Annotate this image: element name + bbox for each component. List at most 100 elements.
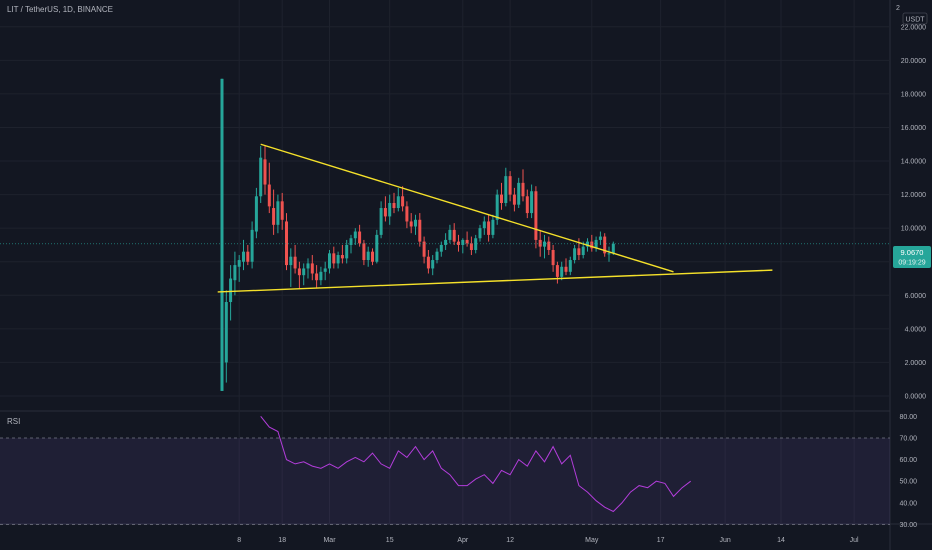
candle [564, 258, 568, 276]
candle [547, 236, 551, 256]
time-tick-label: May [585, 537, 599, 544]
candle [409, 213, 413, 234]
candle [598, 231, 602, 245]
candle-body [469, 243, 473, 250]
candle-body [521, 182, 525, 197]
candle [607, 246, 611, 262]
candle [495, 189, 499, 225]
candle [573, 244, 577, 264]
last-price-value: 9.0670 [901, 248, 924, 257]
trendline[interactable] [217, 269, 773, 293]
candle [435, 248, 439, 264]
rsi-line [260, 415, 692, 513]
candle [267, 162, 271, 214]
candle-body [349, 238, 353, 245]
grid-lines [0, 0, 890, 524]
candle-body [250, 229, 254, 262]
rsi-tick-label: 60.00 [899, 457, 917, 464]
time-tick-label: Jun [719, 537, 730, 544]
candle-body [220, 78, 224, 391]
candle [422, 236, 426, 264]
time-tick-label: Mar [323, 537, 336, 544]
candle-body [598, 236, 602, 240]
candle-body [495, 194, 499, 220]
price-tick-label: 20.0000 [901, 58, 926, 65]
candle [396, 187, 400, 212]
rsi-tick-label: 80.00 [899, 414, 917, 421]
candle-body [254, 196, 258, 232]
candle [332, 246, 336, 269]
rsi-tick-label: 30.00 [899, 522, 917, 529]
candle-body [435, 251, 439, 261]
candle [461, 238, 465, 254]
candle-body [379, 208, 383, 235]
candle-body [577, 248, 581, 256]
candle [328, 249, 331, 274]
trendline-group [0, 143, 890, 293]
currency-label: USDT [905, 17, 925, 24]
time-tick-label: 17 [657, 537, 665, 544]
candle [590, 234, 594, 252]
candle-body [491, 219, 495, 235]
candle-body [534, 191, 538, 240]
candle [478, 224, 482, 242]
candle-body [297, 268, 301, 276]
candle-body [246, 251, 250, 262]
candle-body [461, 239, 465, 245]
time-axis[interactable]: 8 18 Mar 15 Apr 12 May 17 Jun 14 Jul [237, 537, 859, 544]
candle-body [392, 203, 396, 209]
candle-body [285, 221, 288, 266]
time-tick-label: 15 [386, 537, 394, 544]
candle [310, 255, 314, 281]
candle-body [289, 256, 293, 266]
candle [568, 256, 572, 276]
candle [448, 224, 452, 244]
trendline[interactable] [260, 143, 674, 273]
currency-badge[interactable] [902, 12, 928, 25]
candle [388, 194, 392, 225]
candle-body [590, 241, 594, 249]
candle-body [224, 302, 228, 363]
candle [508, 171, 512, 202]
price-tick-label: 16.0000 [901, 125, 926, 132]
candle [538, 229, 542, 257]
candle-body [272, 208, 276, 225]
candle [594, 236, 598, 252]
price-tick-label: 0.0000 [905, 394, 927, 401]
candle-body [457, 241, 460, 245]
candle-body [500, 194, 503, 203]
rsi-axis[interactable]: 30.00 40.00 50.00 60.00 70.00 80.00 [899, 414, 917, 529]
candle [242, 239, 245, 271]
candle [263, 145, 267, 195]
candle [452, 223, 456, 245]
candle-body [607, 253, 611, 255]
rsi-tick-label: 70.00 [899, 435, 917, 442]
candle-body [517, 182, 521, 205]
candle [272, 189, 276, 235]
candle-body [586, 241, 589, 247]
candle [353, 228, 357, 245]
candle-body [564, 266, 568, 272]
candle-body [538, 239, 542, 247]
candle [259, 145, 263, 203]
candle-body [474, 238, 478, 250]
candle-body [358, 231, 362, 244]
candle-body [310, 263, 314, 274]
candle [371, 248, 374, 266]
candle [289, 248, 293, 287]
candle [323, 261, 327, 281]
last-price-badge [893, 246, 931, 268]
candle-body [525, 196, 529, 214]
candle-body [237, 260, 241, 267]
candle [285, 213, 288, 271]
bar-countdown: 09:19:29 [898, 260, 925, 267]
candle-body [487, 221, 491, 235]
time-tick-label: 18 [278, 537, 286, 544]
rsi-band [0, 437, 890, 525]
candle-body [242, 251, 245, 262]
candle-body [336, 255, 340, 264]
candle [401, 186, 405, 212]
rsi-tick-label: 40.00 [899, 500, 917, 507]
candle [525, 189, 529, 219]
candle [517, 177, 521, 209]
